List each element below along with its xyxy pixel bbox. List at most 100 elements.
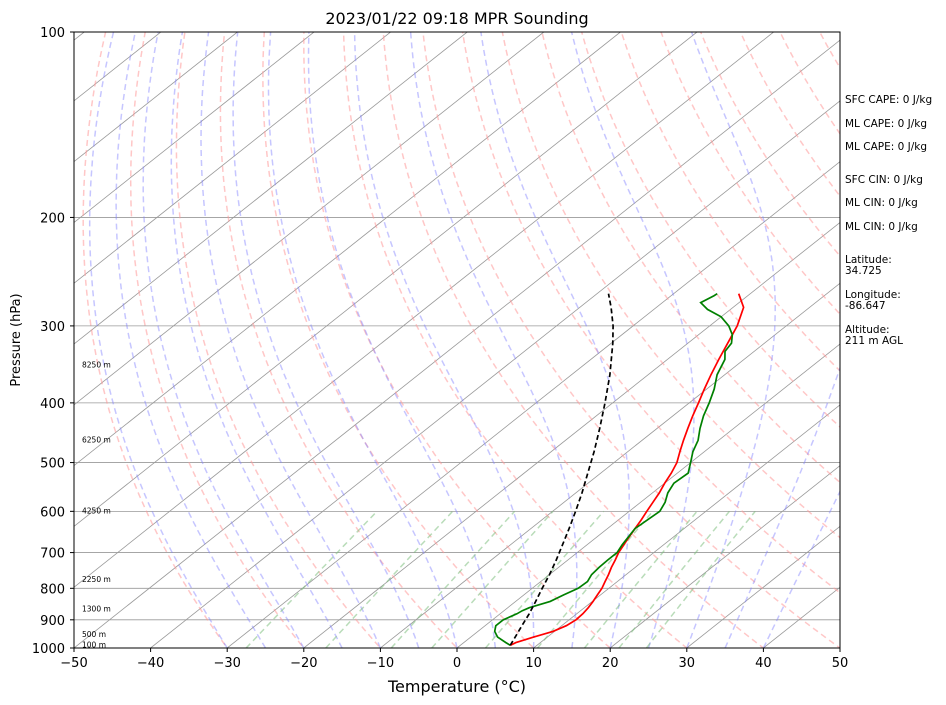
x-tick-label: −20 — [290, 656, 317, 671]
altitude-block: Altitude: 211 m AGL — [845, 325, 903, 347]
x-tick-label: 10 — [525, 656, 542, 671]
mixing-ratio-line — [390, 510, 516, 648]
height-label: 8250 m — [82, 361, 111, 370]
x-tick-label: 30 — [679, 656, 696, 671]
longitude-label: Longitude: — [845, 289, 901, 301]
longitude-value: -86.647 — [845, 300, 886, 312]
ml-cin-text: ML CIN: 0 J/kg — [845, 197, 918, 209]
height-label: 1300 m — [82, 605, 111, 614]
latitude-label: Latitude: — [845, 254, 892, 266]
sfc-cin-text: SFC CIN: 0 J/kg — [845, 174, 923, 186]
altitude-value: 211 m AGL — [845, 335, 903, 347]
longitude-block: Longitude: -86.647 — [845, 290, 901, 312]
isotherm-line — [74, 32, 468, 345]
dry-adiabat — [541, 32, 840, 484]
altitude-label: Altitude: — [845, 324, 890, 336]
y-tick-label: 200 — [40, 211, 65, 226]
x-axis-label: Temperature (°C) — [387, 677, 526, 696]
moist-adiabat — [570, 32, 695, 648]
mixing-ratio-line — [583, 510, 698, 648]
y-tick-label: 400 — [40, 397, 65, 412]
mixing-ratio-line — [484, 510, 605, 648]
x-tick-label: −40 — [137, 656, 164, 671]
dry-adiabat — [660, 32, 840, 316]
moist-adiabat — [88, 32, 228, 648]
dry-adiabat — [501, 32, 840, 539]
plot-frame — [73, 31, 841, 649]
mixing-ratio-line — [645, 510, 756, 648]
x-tick-label: 50 — [832, 656, 849, 671]
mixing-ratio-line — [431, 510, 554, 648]
mixing-ratio-line — [245, 510, 378, 648]
ml-cin-text-2: ML CIN: 0 J/kg — [845, 221, 918, 233]
temperature-profile-line — [509, 293, 745, 647]
ml-cin-block-2: ML CIN: 0 J/kg — [845, 222, 918, 233]
dry-adiabat — [342, 32, 688, 648]
dry-adiabat — [620, 32, 840, 372]
x-tick-label: −10 — [367, 656, 394, 671]
ml-cape-block-2: ML CAPE: 0 J/kg — [845, 142, 927, 153]
stability-indices: SFC CAPE: 0 J/kg — [845, 95, 932, 106]
x-tick-label: 40 — [755, 656, 772, 671]
chart-title: 2023/01/22 09:18 MPR Sounding — [325, 9, 588, 28]
dry-adiabat — [303, 32, 612, 648]
isotherm-line — [226, 161, 840, 648]
y-tick-label: 500 — [40, 457, 65, 472]
dry-adiabat — [461, 32, 840, 594]
latitude-value: 34.725 — [845, 265, 882, 277]
isotherm-line — [533, 404, 840, 648]
dry-adiabat — [580, 32, 840, 429]
dry-adiabat — [82, 32, 229, 648]
isotherm-line — [303, 221, 840, 648]
x-tick-label: 20 — [602, 656, 619, 671]
mixing-ratio-line — [618, 510, 730, 648]
mixing-ratio-line — [325, 510, 454, 648]
dry-adiabat — [382, 32, 765, 648]
isotherm-line — [686, 525, 840, 648]
dry-adiabat — [129, 32, 305, 648]
y-tick-label: 300 — [40, 320, 65, 335]
sfc-cin-block: SFC CIN: 0 J/kg — [845, 175, 923, 186]
x-tick-label: −30 — [213, 656, 240, 671]
moist-adiabat — [170, 32, 343, 648]
isotherm-line — [609, 465, 840, 648]
height-label: 500 m — [82, 630, 106, 639]
isotherm-line — [74, 32, 545, 406]
moist-adiabat — [480, 32, 630, 648]
isotherm-line — [74, 32, 238, 163]
ml-cape-text-2: ML CAPE: 0 J/kg — [845, 141, 928, 153]
isotherm-line — [74, 32, 774, 588]
ml-cape-block-1: ML CAPE: 0 J/kg — [845, 119, 927, 130]
isotherm-line — [74, 32, 621, 467]
y-tick-label: 1000 — [32, 642, 65, 657]
latitude-block: Latitude: 34.725 — [845, 255, 892, 277]
moist-adiabat — [409, 32, 578, 648]
dry-adiabat — [219, 32, 459, 648]
y-tick-label: 100 — [40, 26, 65, 41]
isotherm-line — [74, 32, 698, 527]
dewpoint-profile-line — [493, 292, 734, 647]
y-tick-label: 700 — [40, 547, 65, 562]
moist-adiabat — [724, 365, 840, 648]
moist-adiabat — [686, 32, 776, 648]
x-tick-label: −50 — [60, 656, 87, 671]
y-axis-label: Pressure (hPa) — [9, 293, 24, 386]
dry-adiabat — [422, 32, 840, 648]
y-tick-label: 900 — [40, 614, 65, 629]
isotherm-line — [74, 32, 391, 284]
parcel-profile-line — [509, 293, 614, 646]
dry-adiabat — [699, 32, 840, 258]
moist-adiabat — [200, 32, 382, 648]
ml-cape-text: ML CAPE: 0 J/kg — [845, 118, 928, 130]
isotherm-line — [74, 32, 162, 102]
height-label: 4250 m — [82, 506, 111, 515]
mixing-ratio-line — [536, 510, 654, 648]
dry-adiabat — [262, 32, 535, 648]
moist-adiabat — [115, 32, 267, 648]
isotherm-line — [0, 32, 8, 648]
y-tick-label: 600 — [40, 505, 65, 520]
isotherm-line — [74, 32, 315, 223]
height-label: 2250 m — [82, 575, 111, 584]
height-label: 100 m — [82, 640, 106, 649]
